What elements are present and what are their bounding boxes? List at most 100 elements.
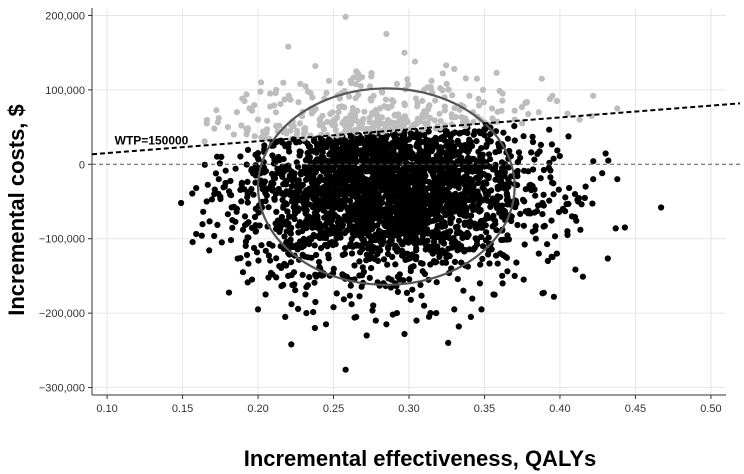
point-cost-effective <box>467 313 474 320</box>
cloud-point-cost-effective <box>352 225 359 232</box>
cloud-point-cost-effective <box>494 202 501 209</box>
cloud-point-cost-effective <box>296 152 303 159</box>
cloud-point-not-cost-effective <box>451 105 458 112</box>
cloud-point-not-cost-effective <box>358 125 365 132</box>
cloud-point-cost-effective <box>253 249 261 256</box>
cloud-point-cost-effective <box>364 182 371 189</box>
cloud-point-cost-effective <box>387 236 395 243</box>
cloud-point-not-cost-effective <box>272 109 279 116</box>
cloud-point-cost-effective <box>377 199 384 206</box>
point-not-cost-effective <box>549 92 556 99</box>
cloud-point-cost-effective <box>456 130 463 137</box>
wtp-label: WTP=150000 <box>115 134 189 148</box>
cloud-point-cost-effective <box>272 220 279 227</box>
cloud-point-cost-effective <box>375 190 382 197</box>
cloud-point-not-cost-effective <box>437 117 444 125</box>
cloud-point-cost-effective <box>212 170 219 177</box>
cloud-point-cost-effective <box>414 131 421 138</box>
point-cost-effective <box>393 310 400 317</box>
cloud-point-cost-effective <box>366 274 373 281</box>
cloud-point-cost-effective <box>474 194 481 201</box>
cloud-point-cost-effective <box>353 242 360 249</box>
cloud-point-cost-effective <box>527 181 534 188</box>
cloud-point-cost-effective <box>400 176 407 183</box>
cloud-point-cost-effective <box>589 200 596 207</box>
cloud-point-cost-effective <box>305 254 312 261</box>
cloud-point-cost-effective <box>289 198 296 205</box>
cloud-point-cost-effective <box>250 244 258 252</box>
cloud-point-not-cost-effective <box>427 84 434 91</box>
cloud-point-cost-effective <box>454 224 461 231</box>
cloud-point-cost-effective <box>214 221 221 228</box>
cloud-point-cost-effective <box>283 221 290 228</box>
cloud-point-cost-effective <box>363 257 370 264</box>
point-not-cost-effective <box>312 63 319 70</box>
cloud-point-cost-effective <box>450 192 457 199</box>
cloud-point-cost-effective <box>313 273 320 280</box>
point-cost-effective <box>221 183 228 190</box>
cloud-point-cost-effective <box>280 169 287 176</box>
cloud-point-cost-effective <box>291 215 298 223</box>
cloud-point-cost-effective <box>284 208 291 215</box>
cloud-point-not-cost-effective <box>375 122 382 129</box>
cloud-point-cost-effective <box>486 260 493 267</box>
point-cost-effective <box>215 176 222 183</box>
cloud-point-cost-effective <box>252 222 259 229</box>
cloud-point-cost-effective <box>422 242 430 249</box>
cloud-point-not-cost-effective <box>370 92 377 99</box>
cloud-point-cost-effective <box>332 169 339 176</box>
cloud-point-cost-effective <box>449 143 456 150</box>
cloud-point-cost-effective <box>359 241 367 248</box>
point-not-cost-effective <box>378 88 385 95</box>
cloud-point-cost-effective <box>349 178 356 185</box>
point-not-cost-effective <box>304 88 311 95</box>
point-cost-effective <box>262 291 269 298</box>
point-cost-effective <box>575 198 582 205</box>
cloud-point-cost-effective <box>370 302 377 309</box>
cloud-point-not-cost-effective <box>462 75 469 82</box>
cloud-point-cost-effective <box>360 230 367 237</box>
cloud-point-cost-effective <box>563 201 570 208</box>
cloud-point-not-cost-effective <box>410 121 417 129</box>
cloud-point-cost-effective <box>470 156 477 163</box>
cloud-point-cost-effective <box>432 212 439 219</box>
cloud-point-cost-effective <box>403 137 410 144</box>
cloud-point-cost-effective <box>546 126 553 133</box>
cloud-point-cost-effective <box>309 217 316 225</box>
cloud-point-cost-effective <box>322 221 329 228</box>
cloud-point-cost-effective <box>577 226 584 233</box>
cloud-point-cost-effective <box>493 196 500 204</box>
cloud-point-cost-effective <box>409 155 416 162</box>
cloud-point-cost-effective <box>324 169 331 177</box>
cloud-point-cost-effective <box>217 195 224 203</box>
cloud-point-cost-effective <box>371 256 379 263</box>
cloud-point-cost-effective <box>296 197 304 204</box>
cloud-point-not-cost-effective <box>342 127 349 134</box>
point-cost-effective <box>544 257 552 265</box>
point-not-cost-effective <box>383 30 390 38</box>
point-cost-effective <box>211 191 218 198</box>
point-cost-effective <box>322 321 330 328</box>
cloud-point-cost-effective <box>409 286 416 293</box>
cloud-point-cost-effective <box>356 184 363 191</box>
cloud-point-cost-effective <box>226 188 233 195</box>
wtp-threshold-line <box>91 102 741 156</box>
cloud-point-cost-effective <box>528 149 535 156</box>
cloud-point-cost-effective <box>566 184 573 192</box>
cloud-point-cost-effective <box>402 238 409 245</box>
cloud-point-cost-effective <box>590 158 597 165</box>
cloud-point-cost-effective <box>379 186 386 193</box>
cloud-point-cost-effective <box>529 228 536 235</box>
cloud-point-cost-effective <box>425 196 432 204</box>
cloud-point-cost-effective <box>357 249 364 256</box>
point-not-cost-effective <box>353 68 360 75</box>
point-cost-effective <box>178 199 185 207</box>
cloud-point-cost-effective <box>377 142 384 149</box>
cloud-point-not-cost-effective <box>308 110 315 117</box>
cloud-point-cost-effective <box>494 186 502 193</box>
cloud-point-cost-effective <box>340 296 347 303</box>
y-tick-label: −200,000 <box>39 308 85 320</box>
cloud-point-not-cost-effective <box>436 110 443 117</box>
cloud-point-not-cost-effective <box>296 120 303 127</box>
cloud-point-cost-effective <box>410 207 417 214</box>
